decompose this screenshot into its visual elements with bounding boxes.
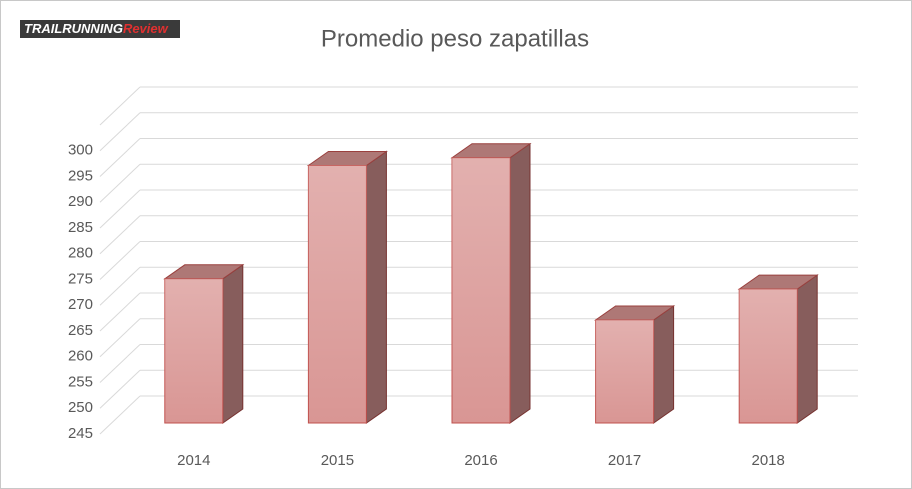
y-tick-label: 290 [68, 193, 93, 210]
grid-line [99, 292, 141, 332]
x-tick-label: 2017 [608, 452, 641, 469]
x-tick-label: 2015 [321, 452, 354, 469]
y-tick-label: 275 [68, 270, 93, 287]
grid-line [99, 318, 141, 358]
bar-sheen [164, 278, 223, 423]
grid-line [99, 241, 141, 280]
logo-main: TRAILRUNNING [24, 21, 123, 36]
y-tick-label: 285 [68, 219, 93, 236]
y-tick-label: 300 [68, 142, 93, 159]
logo-box [20, 20, 180, 38]
logo-text: TRAILRUNNINGReview [24, 21, 169, 36]
logo-highlight: Review [123, 21, 169, 36]
y-tick-label: 250 [68, 399, 93, 416]
grid-line [99, 138, 141, 177]
y-tick-label: 245 [68, 425, 93, 442]
bar-sheen [595, 320, 654, 423]
bar-side [796, 274, 818, 424]
bar-side [222, 263, 244, 424]
grid-line [99, 266, 141, 306]
chart-title: Promedio peso zapatillas [321, 25, 589, 52]
bar-side [653, 305, 675, 424]
y-tick-label: 265 [68, 322, 93, 339]
grid-line [99, 189, 141, 229]
y-tick-label: 255 [68, 373, 93, 390]
grid-line [99, 163, 141, 203]
grid-line [99, 344, 141, 383]
grid-line [99, 369, 141, 409]
wall-edge [99, 86, 141, 126]
bar-sheen [308, 165, 367, 423]
y-tick-label: 270 [68, 296, 93, 313]
bar-side [365, 150, 387, 424]
y-tick-label: 295 [68, 167, 93, 184]
bar-sheen [452, 157, 510, 423]
grid-line [99, 395, 141, 435]
bar-sheen [739, 289, 798, 423]
x-tick-label: 2018 [752, 452, 785, 469]
bar-side [509, 142, 531, 424]
logo: TRAILRUNNINGReview [20, 20, 180, 38]
y-tick-label: 280 [68, 245, 93, 262]
x-tick-label: 2016 [464, 452, 497, 469]
y-tick-label: 260 [68, 348, 93, 365]
grid-line [99, 112, 141, 152]
grid-line [99, 215, 141, 255]
x-tick-label: 2014 [177, 452, 210, 469]
